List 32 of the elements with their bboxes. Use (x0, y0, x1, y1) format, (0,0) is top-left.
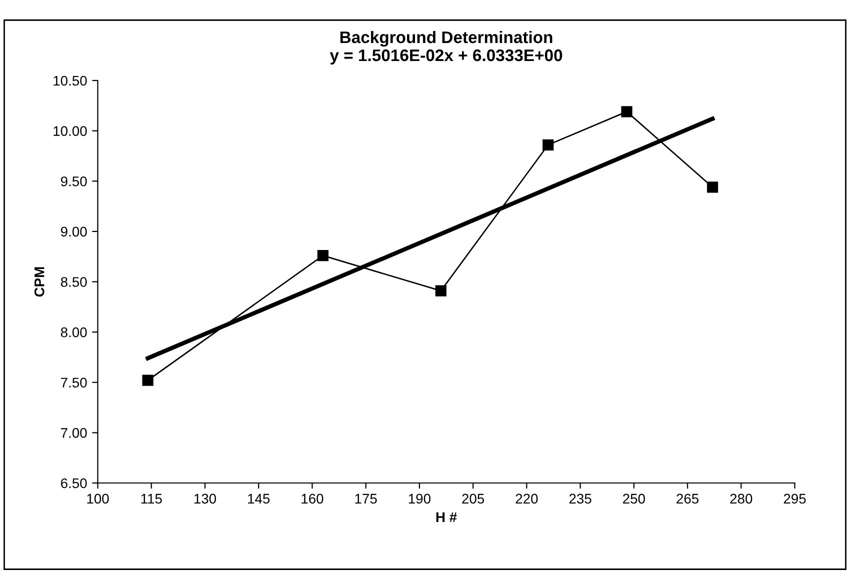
x-axis-title: H # (436, 512, 457, 522)
x-tick-label: 100 (87, 494, 109, 504)
x-tick-label: 145 (248, 494, 270, 504)
x-tick-label: 160 (302, 494, 324, 504)
x-tick-label: 250 (623, 494, 645, 504)
point (542, 139, 554, 150)
x-tick-label: 130 (194, 494, 216, 504)
point (317, 250, 328, 262)
x-tick-label: 190 (408, 494, 430, 504)
point (435, 285, 446, 296)
y-tick-label: 9.00 (60, 226, 87, 237)
x-tick-label: 115 (141, 494, 162, 504)
y-tick-label: 7.50 (61, 378, 87, 388)
x-tick-label: 265 (676, 494, 699, 504)
point (706, 182, 718, 193)
y-tick-label: 10.00 (54, 126, 87, 136)
y-tick-label: 6.50 (61, 478, 87, 488)
y-tick-label: 10.50 (54, 76, 87, 86)
y-tick-label: 8.00 (60, 327, 87, 338)
x-tick-label: 175 (355, 494, 377, 504)
y-axis-title: CPM (34, 267, 44, 297)
chart-title: Background Determination y = 1.5016E-02x + 6.0333E+00 (330, 30, 562, 65)
point (142, 374, 154, 386)
y-tick-label: 7.00 (61, 428, 87, 438)
y-tick-label: 9.50 (60, 176, 87, 186)
y-tick-label: 8.50 (60, 277, 87, 287)
x-tick-label: 235 (569, 494, 592, 504)
x-tick-label: 280 (730, 494, 752, 504)
x-tick-label: 220 (516, 494, 538, 504)
point (621, 106, 632, 118)
x-tick-label: 205 (462, 494, 484, 504)
x-tick-label: 295 (784, 494, 806, 504)
